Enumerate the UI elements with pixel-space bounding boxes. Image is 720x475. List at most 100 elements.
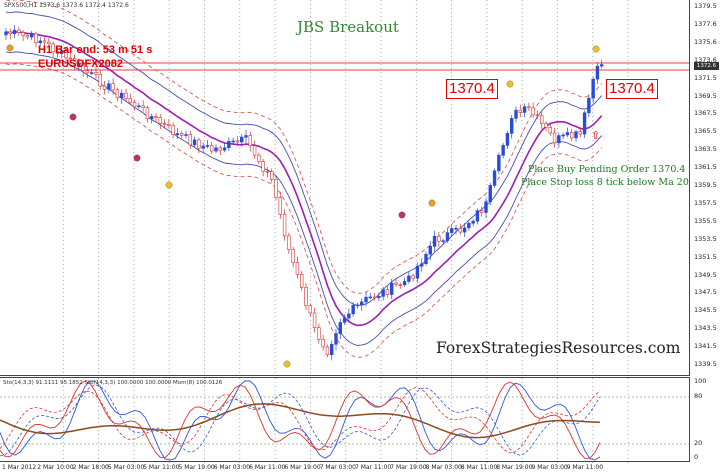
- candle-body: [42, 40, 47, 43]
- candle-body: [484, 201, 488, 213]
- candle-body: [467, 222, 471, 229]
- candle-body: [600, 64, 604, 67]
- candle-body: [591, 78, 595, 99]
- time-tick-label: 9 Mar 03:00: [531, 464, 568, 471]
- price-axis[interactable]: 1379.5 1377.6 1375.6 1373.6 1371.5 1369.5 1367…: [691, 0, 720, 376]
- price-tick-label: 1375.6: [694, 37, 717, 46]
- candle-body: [595, 65, 600, 80]
- stochastic-signal-line: [0, 380, 601, 459]
- oscillator-tick-label: 100: [694, 377, 707, 385]
- candle-body: [501, 145, 505, 156]
- candle-body: [531, 107, 535, 116]
- oscillator-canvas[interactable]: [0, 378, 690, 463]
- candle-body: [270, 171, 274, 180]
- candle-body: [557, 135, 561, 144]
- candle-body: [360, 301, 364, 306]
- candle-body: [8, 31, 12, 34]
- candle-body: [68, 57, 72, 60]
- candle-body: [132, 102, 137, 108]
- stop-loss-instruction: Place Stop loss 8 tick below Ma 20: [521, 177, 689, 188]
- fractal-up-marker: [592, 45, 600, 53]
- fractal-up-marker: [6, 44, 14, 52]
- center-moving-average: [5, 31, 603, 327]
- oscillator-axis: 100 80 20 0: [691, 377, 720, 462]
- candle-body: [377, 296, 381, 299]
- candle-body: [197, 139, 201, 149]
- candle-body: [321, 339, 325, 348]
- candle-body: [30, 33, 34, 38]
- candle-body: [548, 127, 552, 134]
- fractal-down-marker: [133, 154, 141, 162]
- candle-body: [385, 289, 390, 295]
- time-axis[interactable]: 1 Mar 2012 2 Mar 10:00 2 Mar 18:00 5 Mar 03…: [0, 462, 690, 475]
- candle-body: [351, 304, 355, 315]
- time-tick-label: 7 Mar 19:00: [390, 464, 427, 471]
- candle-body: [415, 265, 420, 279]
- candle-body: [390, 282, 394, 295]
- time-tick-label: 8 Mar 03:00: [425, 464, 462, 471]
- candle-body: [514, 109, 518, 119]
- price-tick-label: 1353.5: [694, 234, 717, 243]
- candle-body: [21, 32, 25, 36]
- time-tick-label: 5 Mar 03:00: [107, 464, 145, 471]
- candle-body: [540, 115, 544, 124]
- oscillator-tick-label: 0: [694, 453, 699, 461]
- main-chart-panel[interactable]: ⇧: [0, 0, 690, 376]
- price-tick-label: 1341.5: [694, 342, 717, 351]
- candle-body: [535, 114, 540, 117]
- lower-dashed-band: [5, 63, 603, 358]
- candle-body: [462, 227, 467, 233]
- candle-body: [210, 145, 214, 152]
- candle-body: [475, 210, 480, 222]
- candle-body: [145, 107, 150, 120]
- candle-body: [72, 58, 77, 67]
- candle-body: [544, 123, 548, 128]
- candle-body: [94, 72, 98, 75]
- time-tick-label: 7 Mar 11:00: [355, 464, 392, 471]
- candle-body: [248, 135, 252, 147]
- candle-body: [85, 70, 90, 74]
- candle-body: [227, 141, 231, 149]
- candle-body: [274, 179, 278, 198]
- oscillator-panel[interactable]: [0, 377, 690, 463]
- candle-body: [102, 85, 107, 90]
- candle-body: [522, 106, 527, 113]
- candle-body: [497, 154, 501, 172]
- candle-body: [162, 123, 167, 125]
- candle-body: [60, 50, 64, 54]
- candle-body: [180, 133, 184, 136]
- candle-body: [47, 41, 51, 45]
- stochastic-main-line: [0, 380, 601, 461]
- candle-body: [398, 284, 402, 286]
- last-price-label: 1372.6: [694, 62, 719, 70]
- price-chart-canvas[interactable]: ⇧: [0, 0, 690, 376]
- candle-body: [34, 33, 38, 44]
- candle-body: [518, 109, 522, 113]
- candle-body: [505, 133, 510, 146]
- candle-body: [300, 274, 304, 288]
- oscillator-tick-label: 20: [694, 439, 703, 447]
- candle-body: [171, 125, 175, 136]
- candle-body: [77, 63, 81, 67]
- candle-body: [291, 249, 295, 264]
- price-tick-label: 1339.5: [694, 360, 717, 368]
- fractal-up-marker: [506, 80, 514, 88]
- candle-body: [407, 275, 411, 282]
- candle-body: [312, 312, 317, 329]
- symbol-tag: EURUSDFX2082: [38, 58, 123, 70]
- candle-body: [244, 135, 248, 138]
- candle-body: [265, 170, 270, 173]
- candle-body: [381, 289, 385, 297]
- candle-body: [364, 296, 368, 303]
- oscillator-tick-label: 80: [694, 392, 703, 400]
- price-tick-label: 1351.5: [694, 252, 717, 261]
- price-tick-label: 1367.5: [694, 109, 717, 118]
- candle-body: [334, 333, 338, 345]
- candle-body: [222, 147, 227, 151]
- candle-body: [428, 246, 432, 255]
- price-tick-label: 1361.5: [694, 163, 717, 172]
- candle-body: [17, 29, 21, 33]
- candle-body: [402, 281, 407, 286]
- candle-body: [441, 240, 445, 242]
- time-tick-label: 5 Mar 19:00: [178, 464, 215, 471]
